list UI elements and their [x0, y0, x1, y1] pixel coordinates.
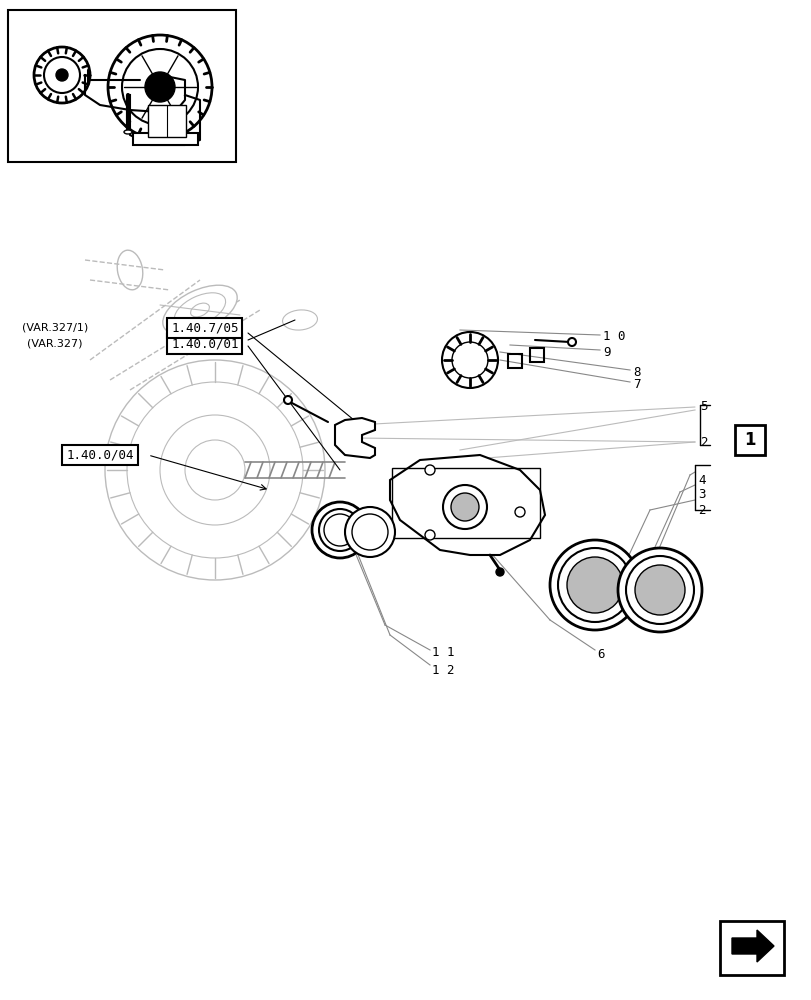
Circle shape — [557, 548, 631, 622]
Text: 1.40.0/04: 1.40.0/04 — [67, 448, 134, 462]
Bar — [508, 354, 521, 368]
Circle shape — [44, 57, 80, 93]
Circle shape — [56, 69, 68, 81]
Circle shape — [284, 396, 292, 404]
Polygon shape — [731, 930, 773, 962]
Polygon shape — [335, 418, 375, 458]
Circle shape — [311, 502, 367, 558]
Text: (VAR.327): (VAR.327) — [28, 339, 83, 349]
Bar — [8, 10, 236, 162]
Text: 4: 4 — [697, 474, 705, 487]
Text: (VAR.327/1): (VAR.327/1) — [22, 323, 88, 333]
Ellipse shape — [162, 285, 237, 335]
Circle shape — [443, 485, 487, 529]
Circle shape — [424, 465, 435, 475]
Text: 5: 5 — [699, 400, 706, 414]
Text: 3: 3 — [697, 488, 705, 502]
Circle shape — [122, 49, 198, 125]
Circle shape — [108, 35, 212, 139]
Circle shape — [568, 338, 575, 346]
Circle shape — [351, 514, 388, 550]
Circle shape — [34, 47, 90, 103]
Text: 1 1: 1 1 — [431, 646, 454, 660]
Circle shape — [634, 565, 684, 615]
Text: 1.40.0/01: 1.40.0/01 — [171, 338, 238, 351]
Circle shape — [345, 507, 394, 557]
Text: 2: 2 — [697, 504, 705, 516]
Circle shape — [424, 530, 435, 540]
Bar — [530, 348, 543, 362]
Circle shape — [324, 514, 355, 546]
Bar — [719, 921, 783, 975]
Bar — [392, 468, 539, 538]
Text: 8: 8 — [633, 365, 640, 378]
Bar — [133, 133, 198, 145]
Text: 2: 2 — [699, 436, 706, 448]
Text: 1 0: 1 0 — [603, 330, 624, 344]
Text: 1: 1 — [744, 431, 755, 449]
Circle shape — [145, 72, 175, 102]
Circle shape — [566, 557, 622, 613]
Circle shape — [450, 493, 478, 521]
Text: 6: 6 — [596, 648, 603, 662]
Bar — [734, 425, 764, 455]
Circle shape — [452, 342, 487, 378]
Ellipse shape — [174, 293, 225, 327]
Text: 1 2: 1 2 — [431, 664, 454, 676]
Bar — [148, 105, 186, 137]
Text: 1.40.7/05: 1.40.7/05 — [171, 322, 238, 334]
Text: 9: 9 — [603, 346, 610, 359]
Circle shape — [496, 568, 504, 576]
Circle shape — [441, 332, 497, 388]
Circle shape — [617, 548, 702, 632]
Text: 7: 7 — [633, 378, 640, 391]
Circle shape — [514, 507, 525, 517]
Circle shape — [625, 556, 693, 624]
Circle shape — [549, 540, 639, 630]
Polygon shape — [389, 455, 544, 555]
Circle shape — [319, 509, 361, 551]
Ellipse shape — [124, 130, 132, 134]
